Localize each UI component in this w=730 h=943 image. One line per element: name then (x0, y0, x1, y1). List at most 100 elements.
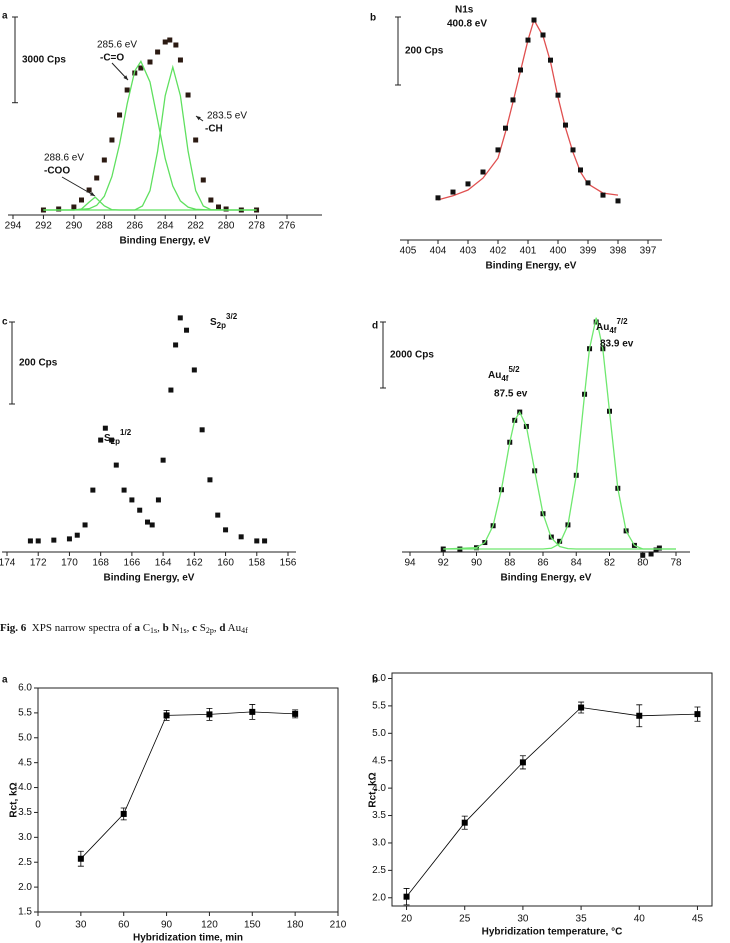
data-point (90, 487, 96, 493)
caption-part: , (157, 622, 163, 634)
y-tick-label: 2.5 (372, 865, 386, 876)
data-point (66, 536, 72, 542)
panel-letter: c (2, 317, 8, 328)
x-tick-label: 25 (459, 914, 471, 925)
data-point (109, 137, 115, 143)
x-tick-label: 276 (279, 221, 296, 232)
data-point (121, 487, 127, 493)
y-tick-label: 2.0 (18, 882, 32, 893)
data-point (101, 157, 107, 163)
annotation: -CH (205, 124, 223, 135)
caption-part: Au (226, 622, 242, 634)
data-point (450, 189, 456, 195)
panel-letter: d (372, 321, 378, 332)
x-tick-label: 45 (692, 914, 704, 925)
panel-letter: b (370, 13, 376, 24)
data-point (238, 534, 244, 540)
data-point (578, 167, 583, 173)
data-point (147, 59, 153, 65)
x-tick-label: 174 (0, 558, 16, 569)
x-axis-title: Binding Energy, eV (486, 261, 577, 272)
peak-sup: 7/2 (616, 317, 628, 326)
x-tick-label: 84 (571, 558, 583, 569)
data-point (600, 192, 606, 198)
x-tick-label: 80 (637, 558, 649, 569)
y-tick-label: 3.0 (372, 838, 386, 849)
data-point (519, 759, 526, 766)
data-point (185, 92, 191, 98)
data-point (615, 198, 621, 204)
x-tick-label: 400 (550, 246, 567, 257)
data-point (71, 204, 77, 210)
data-point (82, 522, 88, 528)
data-point (548, 57, 553, 63)
data-point (77, 855, 84, 862)
x-tick-label: 162 (186, 558, 203, 569)
data-point (56, 206, 62, 212)
x-tick-label: 170 (61, 558, 78, 569)
peak-base: Au (596, 322, 609, 333)
data-point (51, 537, 57, 543)
annotation: 87.5 ev (494, 389, 528, 400)
caption-part: c (192, 622, 197, 634)
data-point (35, 538, 41, 544)
data-point (74, 532, 80, 538)
data-point (503, 125, 508, 131)
caption-part: Fig. 6 (0, 622, 27, 634)
arrow-head (196, 116, 201, 121)
data-point (653, 547, 659, 553)
x-axis-title: Hybridization temperature, °C (482, 927, 623, 938)
caption-part: 1s (179, 626, 186, 635)
y-tick-label: 3.5 (372, 810, 386, 821)
data-point (124, 87, 130, 93)
scale-label: 200 Cps (405, 46, 444, 57)
caption-part: b (163, 622, 169, 634)
x-tick-label: 120 (201, 920, 218, 931)
data-point (168, 387, 174, 393)
x-tick-label: 0 (35, 920, 41, 931)
annotation: N1s (455, 5, 474, 16)
y-tick-label: 4.5 (372, 755, 386, 766)
caption-part: 4f (241, 626, 248, 635)
data-point (694, 711, 701, 718)
peak-sup: 3/2 (226, 312, 238, 321)
x-tick-label: 82 (604, 558, 616, 569)
data-point (578, 704, 585, 711)
data-point (510, 97, 516, 103)
data-point (94, 175, 100, 181)
data-point (206, 711, 213, 718)
x-tick-label: 90 (471, 558, 483, 569)
data-point (531, 17, 537, 23)
caption-part: N (169, 622, 180, 634)
y-tick-label: 1.5 (18, 907, 32, 918)
data-point (86, 187, 92, 193)
data-point (184, 327, 190, 333)
data-point (193, 137, 199, 143)
data-point (223, 527, 229, 533)
data-point (155, 497, 161, 503)
x-tick-label: 92 (438, 558, 450, 569)
x-tick-label: 405 (400, 246, 417, 257)
y-tick-label: 6.0 (18, 683, 32, 694)
x-tick-label: 402 (490, 246, 507, 257)
x-tick-label: 278 (248, 221, 265, 232)
x-tick-label: 280 (218, 221, 235, 232)
data-point (495, 147, 501, 153)
x-tick-label: 35 (576, 914, 588, 925)
data-point (640, 552, 646, 558)
x-tick-label: 40 (634, 914, 646, 925)
x-tick-label: 397 (640, 246, 657, 257)
arrow-head (123, 75, 128, 80)
x-tick-label: 290 (66, 221, 83, 232)
data-point (117, 112, 123, 118)
peak-base: S (104, 433, 111, 444)
y-tick-label: 2.5 (18, 857, 32, 868)
scale-label: 3000 Cps (22, 54, 66, 65)
x-tick-label: 160 (217, 558, 234, 569)
x-axis-title: Binding Energy, eV (104, 573, 195, 584)
y-tick-label: 4.0 (18, 782, 32, 793)
data-point (200, 177, 206, 183)
data-point (138, 65, 144, 71)
x-tick-label: 20 (401, 914, 413, 925)
